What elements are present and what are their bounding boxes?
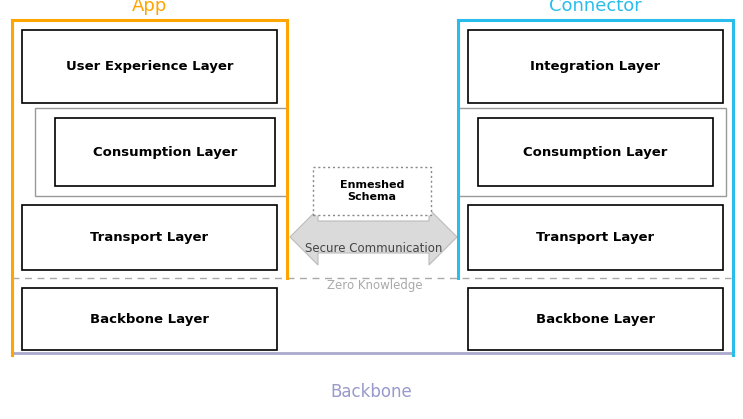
Text: User Experience Layer: User Experience Layer <box>65 60 233 73</box>
Text: Enmeshed
Schema: Enmeshed Schema <box>340 180 404 202</box>
Text: App: App <box>132 0 167 15</box>
FancyBboxPatch shape <box>478 118 713 186</box>
FancyBboxPatch shape <box>468 288 723 350</box>
FancyBboxPatch shape <box>468 205 723 270</box>
Text: Secure Communication: Secure Communication <box>305 241 442 254</box>
Text: Transport Layer: Transport Layer <box>91 231 209 244</box>
Text: Zero Knowledge: Zero Knowledge <box>327 279 423 292</box>
FancyBboxPatch shape <box>22 288 277 350</box>
FancyBboxPatch shape <box>55 118 275 186</box>
FancyBboxPatch shape <box>22 30 277 103</box>
Text: Backbone Layer: Backbone Layer <box>536 313 655 326</box>
Text: Connector: Connector <box>549 0 642 15</box>
Text: Backbone: Backbone <box>330 383 412 401</box>
Text: Consumption Layer: Consumption Layer <box>523 145 668 158</box>
FancyBboxPatch shape <box>468 30 723 103</box>
FancyBboxPatch shape <box>22 205 277 270</box>
Text: Integration Layer: Integration Layer <box>531 60 661 73</box>
Text: Backbone Layer: Backbone Layer <box>90 313 209 326</box>
Bar <box>313 167 431 215</box>
Text: Consumption Layer: Consumption Layer <box>93 145 237 158</box>
Polygon shape <box>290 209 457 265</box>
Text: Transport Layer: Transport Layer <box>536 231 655 244</box>
